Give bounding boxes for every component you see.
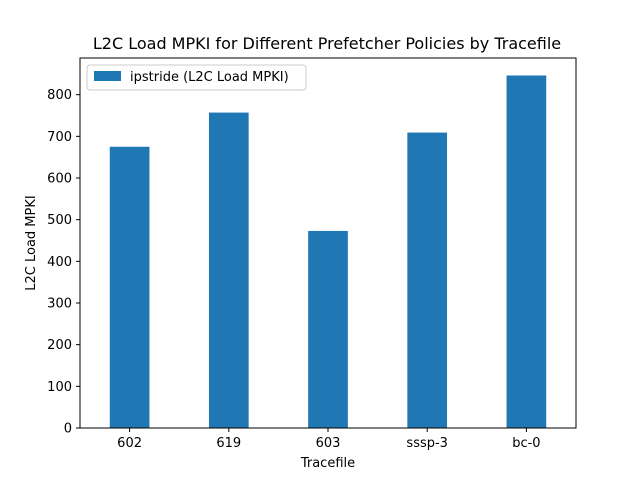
y-tick-label: 100	[47, 380, 72, 395]
legend-box	[86, 64, 307, 91]
x-tick-label: 602	[117, 436, 142, 451]
x-tick-label: 619	[216, 436, 241, 451]
bar-619	[208, 112, 249, 428]
plot-area: 0 100 200 300 400 500 600 700 800 602 619 603 sssp-…	[47, 57, 577, 451]
y-tick-label: 200	[47, 338, 72, 353]
x-tick-label: sssp-3	[406, 436, 448, 451]
bar-sssp-3	[407, 132, 448, 428]
y-tick-label: 600	[47, 172, 72, 187]
plot-frame	[79, 57, 577, 429]
bar-603	[308, 230, 348, 428]
x-tick-label: 603	[316, 436, 341, 451]
legend-label: ipstride (L2C Load MPKI)	[130, 70, 289, 85]
y-axis-label: L2C Load MPKI	[24, 195, 39, 290]
y-tick-label: 500	[47, 213, 72, 228]
y-tick-label: 300	[47, 297, 72, 312]
y-tick-label: 700	[47, 130, 72, 145]
x-axis-label: Tracefile	[300, 456, 355, 471]
x-axis: 602 619 603 sssp-3 bc-0	[117, 428, 541, 451]
y-tick-label: 400	[47, 255, 72, 270]
y-axis: 0 100 200 300 400 500 600 700 800	[47, 88, 80, 437]
x-tick-label: bc-0	[512, 436, 540, 451]
chart-title: L2C Load MPKI for Different Prefetcher P…	[93, 34, 561, 53]
bar-bc-0	[506, 75, 547, 428]
bar-602	[109, 146, 150, 428]
legend-swatch	[94, 71, 121, 81]
y-tick-label: 800	[47, 88, 72, 103]
legend: ipstride (L2C Load MPKI)	[86, 64, 307, 91]
y-tick-label: 0	[64, 422, 72, 437]
bars	[109, 75, 547, 428]
